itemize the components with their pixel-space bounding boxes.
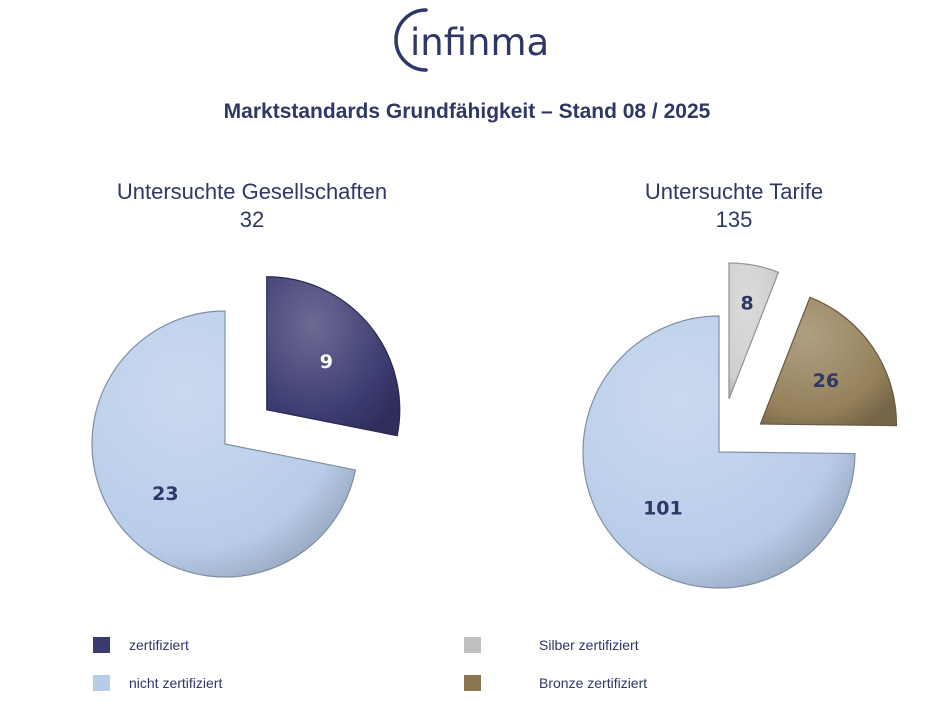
page-title: Marktstandards Grundfähigkeit – Stand 08… xyxy=(223,100,711,123)
chart-2-title-text: Untersuchte Tarife xyxy=(644,179,824,204)
pie-value-label: 8 xyxy=(741,293,754,315)
infinma-logo: infinma xyxy=(388,6,568,72)
chart-2-title: Untersuchte Tarife 135 xyxy=(534,178,934,234)
legend-swatch-bronze xyxy=(464,675,481,691)
legend-item-zertifiziert: zertifiziert xyxy=(93,635,189,655)
pie-value-label: 23 xyxy=(152,483,178,505)
legend-item-bronze: Bronze zertifiziert xyxy=(464,673,647,693)
legend-label: nicht zertifiziert xyxy=(129,675,223,691)
legend-label: Bronze zertifiziert xyxy=(539,675,648,691)
legend-item-nicht-zertifiziert: nicht zertifiziert xyxy=(93,673,222,693)
chart-1-title-text: Untersuchte Gesellschaften xyxy=(116,179,388,204)
pie-slice-nicht-zertifiziert xyxy=(582,315,856,589)
pie-slice-zertifiziert xyxy=(266,276,401,437)
pie-value-label: 9 xyxy=(320,351,333,373)
pie-value-label: 26 xyxy=(813,370,839,392)
legend-item-silber: Silber zertifiziert xyxy=(464,635,639,655)
legend-swatch-silber xyxy=(464,637,481,653)
pie-slice-nicht-zertifiziert xyxy=(91,310,357,578)
pie-value-label: 101 xyxy=(643,497,683,519)
legend-swatch-nicht-zertifiziert xyxy=(93,675,110,691)
chart-2-total: 135 xyxy=(715,207,753,232)
chart-1-title: Untersuchte Gesellschaften 32 xyxy=(52,178,452,234)
logo-text: infinma xyxy=(410,21,549,64)
legend-label: Silber zertifiziert xyxy=(539,637,639,653)
chart-1-total: 32 xyxy=(239,207,265,232)
legend-swatch-zertifiziert xyxy=(93,637,110,653)
pie-slice-silber-zertifiziert xyxy=(728,262,780,400)
legend-label: zertifiziert xyxy=(129,637,189,653)
pie-slice-bronze-zertifiziert xyxy=(759,296,898,427)
